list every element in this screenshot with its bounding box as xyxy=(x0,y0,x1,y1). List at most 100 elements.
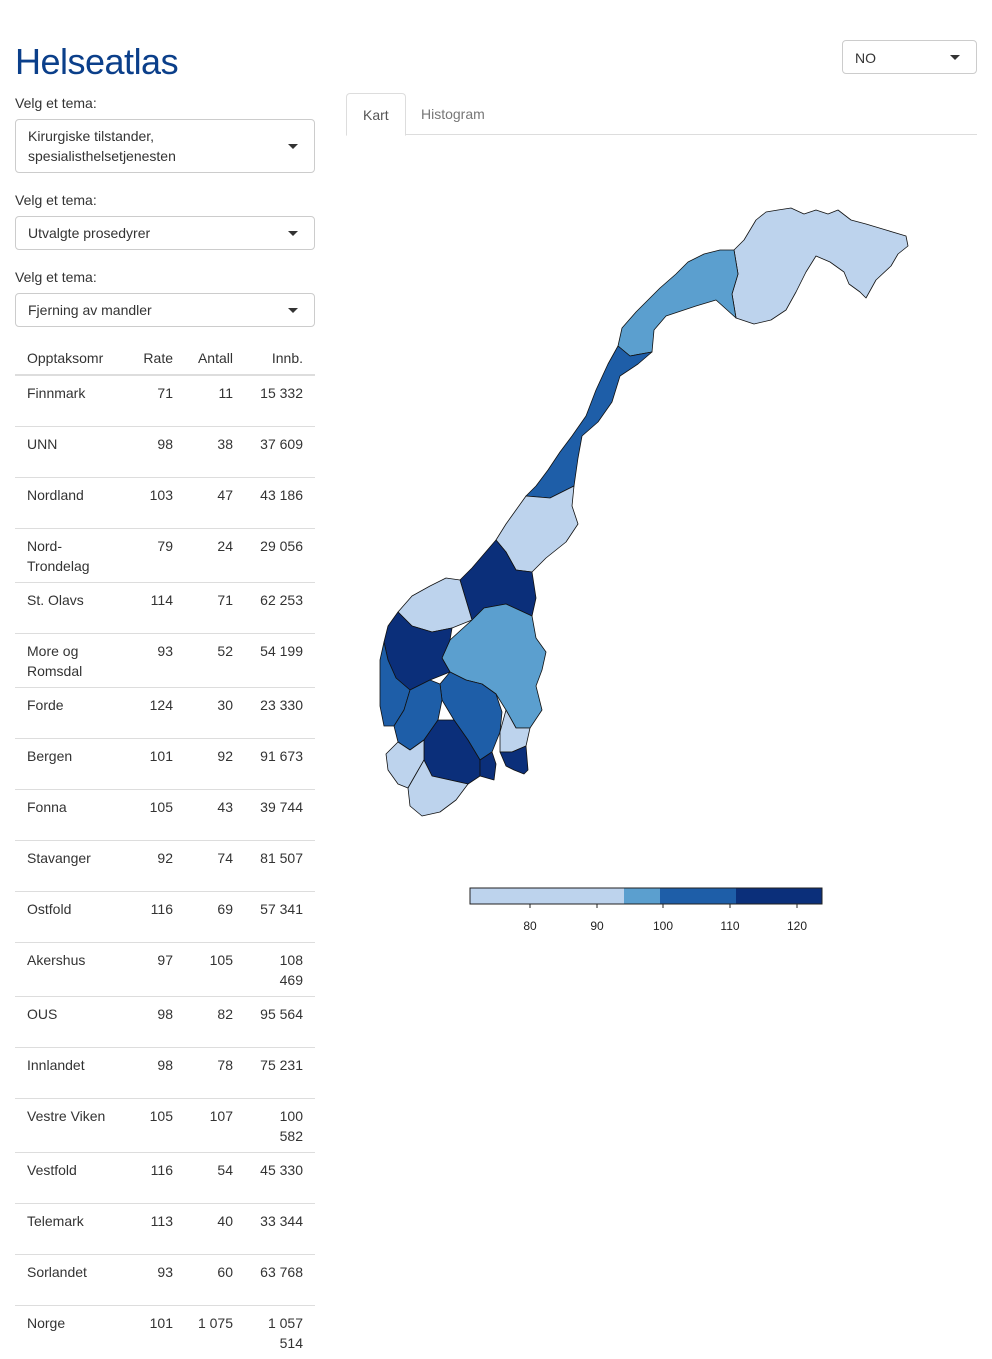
cell-area-text: More og Romsdal xyxy=(27,642,83,679)
cell-rate-text: 116 xyxy=(150,900,173,917)
cell-rate: 98 xyxy=(125,425,185,477)
table-row: Bergen 101 92 91 673 xyxy=(15,737,315,789)
map-region-ostfold[interactable] xyxy=(499,745,529,775)
cell-antall: 1 075 xyxy=(185,1304,245,1359)
cell-antall: 74 xyxy=(185,839,245,891)
cell-area: Vestre Viken xyxy=(15,1097,125,1152)
cell-rate-text: 79 xyxy=(157,537,173,554)
cell-rate-text: 101 xyxy=(149,1314,173,1331)
cell-innb: 91 673 xyxy=(245,737,315,789)
map-region-nordland[interactable] xyxy=(525,345,653,499)
tab-histogram[interactable]: Histogram xyxy=(421,106,485,122)
map-region-nord-trondelag[interactable] xyxy=(495,485,579,573)
column-header-area[interactable]: Opptaksomr xyxy=(15,337,125,376)
cell-rate-text: 93 xyxy=(157,1263,173,1280)
cell-innb: 95 564 xyxy=(245,995,315,1047)
cell-antall-text: 60 xyxy=(217,1263,233,1280)
map-region-vestfold[interactable] xyxy=(479,751,497,781)
map-region-sorlandet[interactable] xyxy=(407,759,469,817)
theme-select-1[interactable]: Kirurgiske tilstander, spesialisthelsetj… xyxy=(15,119,315,173)
map-region-unn[interactable] xyxy=(617,249,739,357)
chevron-down-icon xyxy=(288,231,298,236)
legend-tick-label: 120 xyxy=(787,919,807,933)
table-row: UNN 98 38 37 609 xyxy=(15,425,315,477)
cell-antall: 92 xyxy=(185,737,245,789)
cell-area-text: Stavanger xyxy=(27,849,91,866)
cell-antall-text: 30 xyxy=(217,696,233,713)
cell-area-text: Nordland xyxy=(27,486,84,503)
cell-rate-text: 93 xyxy=(157,642,173,659)
cell-innb-text: 39 744 xyxy=(260,798,303,815)
cell-rate: 101 xyxy=(125,737,185,789)
cell-area-text: Fonna xyxy=(27,798,67,815)
cell-innb: 100 582 xyxy=(245,1097,315,1152)
cell-antall-text: 11 xyxy=(218,385,233,401)
cell-antall-text: 38 xyxy=(217,435,233,452)
cell-area-text: Finnmark xyxy=(27,385,86,401)
table-row: St. Olavs 114 71 62 253 xyxy=(15,581,315,633)
view-tabs: Kart Histogram xyxy=(346,93,977,136)
cell-innb-text: 15 332 xyxy=(260,385,303,401)
column-header-antall[interactable]: Antall xyxy=(185,337,245,376)
column-header-innb[interactable]: Innb. xyxy=(245,337,315,376)
cell-antall-text: 69 xyxy=(217,900,233,917)
cell-antall: 30 xyxy=(185,686,245,738)
cell-antall: 38 xyxy=(185,425,245,477)
cell-innb: 15 332 xyxy=(245,375,315,426)
cell-innb: 63 768 xyxy=(245,1253,315,1305)
legend-swatch-1 xyxy=(470,888,624,904)
table-header-row: Opptaksomr Rate Antall Innb. xyxy=(15,337,315,376)
cell-area: Telemark xyxy=(15,1202,125,1254)
table-row: Innlandet 98 78 75 231 xyxy=(15,1046,315,1098)
cell-antall-text: 71 xyxy=(217,591,233,608)
cell-area-text: Sorlandet xyxy=(27,1263,87,1280)
language-select[interactable]: NO xyxy=(842,40,977,74)
cell-innb-text: 23 330 xyxy=(260,696,303,713)
cell-rate-text: 98 xyxy=(157,1056,173,1073)
data-table: Opptaksomr Rate Antall Innb. Finnmark 71 1… xyxy=(15,337,315,1359)
table-row: Finnmark 71 11 15 332 xyxy=(15,375,315,426)
cell-innb-text: 37 609 xyxy=(260,435,303,452)
cell-innb-text: 57 341 xyxy=(260,900,303,917)
cell-area: Nordland xyxy=(15,476,125,528)
cell-innb-text: 95 564 xyxy=(260,1005,303,1022)
cell-antall: 105 xyxy=(185,941,245,996)
cell-rate: 97 xyxy=(125,941,185,996)
table-row: Stavanger 92 74 81 507 xyxy=(15,839,315,891)
cell-area-text: Nord-Trondelag xyxy=(27,537,90,574)
map-region-finnmark[interactable] xyxy=(731,207,909,325)
cell-area-text: St. Olavs xyxy=(27,591,84,608)
cell-antall: 78 xyxy=(185,1046,245,1098)
cell-rate: 101 xyxy=(125,1304,185,1359)
cell-rate-text: 114 xyxy=(150,591,173,608)
cell-rate: 105 xyxy=(125,1097,185,1152)
legend-tick-label: 80 xyxy=(523,919,537,933)
theme-select-2[interactable]: Utvalgte prosedyrer xyxy=(15,216,315,250)
cell-antall: 69 xyxy=(185,890,245,942)
cell-area-text: Norge xyxy=(27,1314,66,1331)
cell-antall: 54 xyxy=(185,1151,245,1203)
cell-rate: 114 xyxy=(125,581,185,633)
cell-innb-text: 91 673 xyxy=(260,747,303,764)
cell-rate: 93 xyxy=(125,1253,185,1305)
cell-area-text: Telemark xyxy=(27,1212,84,1229)
column-header-rate[interactable]: Rate xyxy=(125,337,185,376)
cell-area-text: Ostfold xyxy=(27,900,72,917)
theme-select-3[interactable]: Fjerning av mandler xyxy=(15,293,315,327)
cell-area: Innlandet xyxy=(15,1046,125,1098)
legend-frame xyxy=(469,887,823,905)
theme-select-3-value: Fjerning av mandler xyxy=(28,302,152,318)
cell-rate-text: 105 xyxy=(149,798,173,815)
cell-area: UNN xyxy=(15,425,125,477)
cell-rate: 98 xyxy=(125,995,185,1047)
cell-antall: 40 xyxy=(185,1202,245,1254)
cell-innb: 23 330 xyxy=(245,686,315,738)
theme-select-1-value: Kirurgiske tilstander, spesialisthelsetj… xyxy=(28,128,176,164)
table-row: Akershus 97 105 108 469 xyxy=(15,941,315,996)
map-legend: 80 90 100 110 120 xyxy=(469,887,823,933)
cell-antall: 52 xyxy=(185,632,245,687)
cell-area: Finnmark xyxy=(15,375,125,426)
cell-antall-text: 82 xyxy=(217,1005,233,1022)
chevron-down-icon xyxy=(288,144,298,149)
tab-kart[interactable]: Kart xyxy=(346,93,406,136)
